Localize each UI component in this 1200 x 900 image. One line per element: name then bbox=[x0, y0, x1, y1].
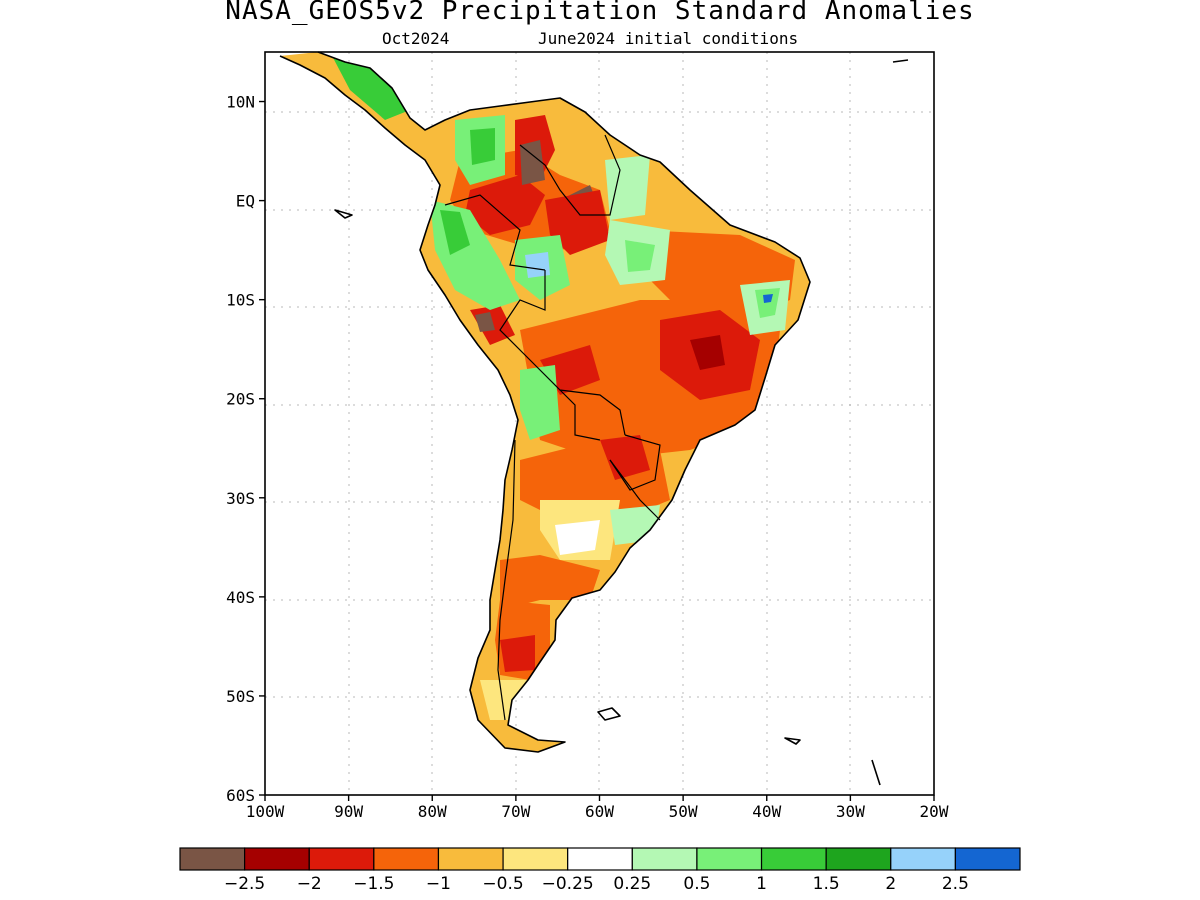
border-peru-bolivia bbox=[499, 270, 626, 436]
south-sandwich-islands bbox=[871, 759, 881, 786]
anomaly-pampas-neutral bbox=[555, 520, 600, 555]
anomaly-field bbox=[280, 52, 810, 752]
anomaly-coast-ne-wet bbox=[755, 288, 780, 318]
anomaly-peru-extreme bbox=[475, 312, 495, 332]
forecast-month: Oct2024 bbox=[382, 29, 450, 48]
colorbar-label: 2 bbox=[885, 874, 896, 894]
border-chile-argentina bbox=[497, 439, 516, 721]
country-borders bbox=[444, 134, 661, 721]
colorbar-swatch bbox=[437, 847, 504, 871]
border-paraguay bbox=[609, 434, 661, 491]
anomaly-colombia bbox=[465, 175, 545, 235]
anomaly-west-amazon-max bbox=[525, 252, 550, 278]
x-tick-label: 50W bbox=[669, 802, 698, 821]
colorbar-swatch bbox=[502, 847, 569, 871]
anomaly-ecuador-wet bbox=[440, 210, 470, 255]
falkland-islands bbox=[597, 707, 621, 721]
chart-title: NASA_GEOS5v2 Precipitation Standard Anom… bbox=[225, 0, 975, 26]
colorbar-swatch bbox=[631, 847, 698, 871]
colorbar-label: −2.5 bbox=[224, 874, 265, 894]
colorbar-swatch bbox=[954, 847, 1021, 871]
colorbar-swatch bbox=[179, 847, 246, 871]
x-tick-label: 100W bbox=[246, 802, 285, 821]
anomaly-argentina bbox=[500, 555, 600, 610]
anomaly-guianas-green bbox=[605, 155, 650, 220]
anomaly-venezuela-extreme bbox=[520, 140, 545, 185]
x-tick-label: 20W bbox=[920, 802, 949, 821]
anomaly-guiana bbox=[545, 190, 610, 255]
border-bolivia-argentina bbox=[559, 389, 601, 441]
colorbar: −2.5 −2 −1.5 −1 −0.5 −0.25 0.25 0.5 1 1.5 2 2.5 bbox=[179, 847, 1021, 894]
colorbar-label: −0.5 bbox=[482, 874, 523, 894]
colorbar-swatch bbox=[244, 847, 310, 871]
border-colombia-peru bbox=[444, 194, 546, 271]
border-venezuela bbox=[519, 134, 621, 216]
y-tick-label: 10S bbox=[226, 291, 255, 310]
colorbar-label: 1 bbox=[756, 874, 767, 894]
colorbar-swatch bbox=[373, 847, 440, 871]
y-tick-label: 20S bbox=[226, 390, 255, 409]
y-tick-label: 50S bbox=[226, 687, 255, 706]
colorbar-label: 0.5 bbox=[683, 874, 710, 894]
colorbar-label: −2 bbox=[297, 874, 322, 894]
colorbar-label: 2.5 bbox=[942, 874, 969, 894]
initial-conditions: June2024 initial conditions bbox=[538, 29, 799, 48]
x-tick-label: 60W bbox=[585, 802, 614, 821]
coastlines bbox=[279, 51, 909, 786]
colorbar-label: 0.25 bbox=[613, 874, 651, 894]
south-georgia bbox=[784, 737, 801, 745]
y-tick-label: 10N bbox=[226, 93, 255, 112]
colorbar-label: −0.25 bbox=[542, 874, 594, 894]
anomaly-central-amazon-wet bbox=[625, 240, 655, 272]
colorbar-swatch bbox=[696, 847, 763, 871]
y-axis: 10N EQ 10S 20S 30S 40S 50S 60S bbox=[226, 93, 265, 805]
x-tick-label: 70W bbox=[501, 802, 530, 821]
anomaly-coast-ne-max bbox=[763, 294, 773, 303]
colorbar-swatch bbox=[890, 847, 956, 871]
colorbar-swatch bbox=[825, 847, 892, 871]
x-tick-label: 90W bbox=[334, 802, 363, 821]
y-tick-label: 40S bbox=[226, 588, 255, 607]
x-axis: 100W 90W 80W 70W 60W 50W 40W 30W 20W bbox=[246, 795, 949, 821]
anomaly-andes-altiplano bbox=[520, 365, 560, 440]
anomaly-brazil-strong bbox=[690, 335, 725, 370]
colorbar-swatch bbox=[567, 847, 633, 871]
galapagos-islands bbox=[334, 209, 353, 219]
colorbar-swatch bbox=[760, 847, 827, 871]
atlantic-islet bbox=[892, 59, 909, 63]
anomaly-nw-colombia-wet bbox=[470, 128, 495, 165]
y-tick-label: 60S bbox=[226, 786, 255, 805]
x-tick-label: 30W bbox=[836, 802, 865, 821]
x-tick-label: 80W bbox=[418, 802, 447, 821]
anomaly-patagonia-core bbox=[500, 635, 535, 672]
colorbar-label: −1 bbox=[426, 874, 451, 894]
anomaly-uruguay bbox=[610, 505, 660, 545]
y-tick-label: 30S bbox=[226, 489, 255, 508]
south-america-coastline bbox=[279, 51, 811, 753]
colorbar-label: 1.5 bbox=[813, 874, 840, 894]
border-argentina-brazil bbox=[609, 459, 661, 521]
colorbar-label: −1.5 bbox=[353, 874, 394, 894]
colorbar-swatch bbox=[308, 847, 375, 871]
y-tick-label: EQ bbox=[236, 192, 255, 211]
x-tick-label: 40W bbox=[752, 802, 781, 821]
anomaly-paraguay-core bbox=[600, 435, 650, 480]
